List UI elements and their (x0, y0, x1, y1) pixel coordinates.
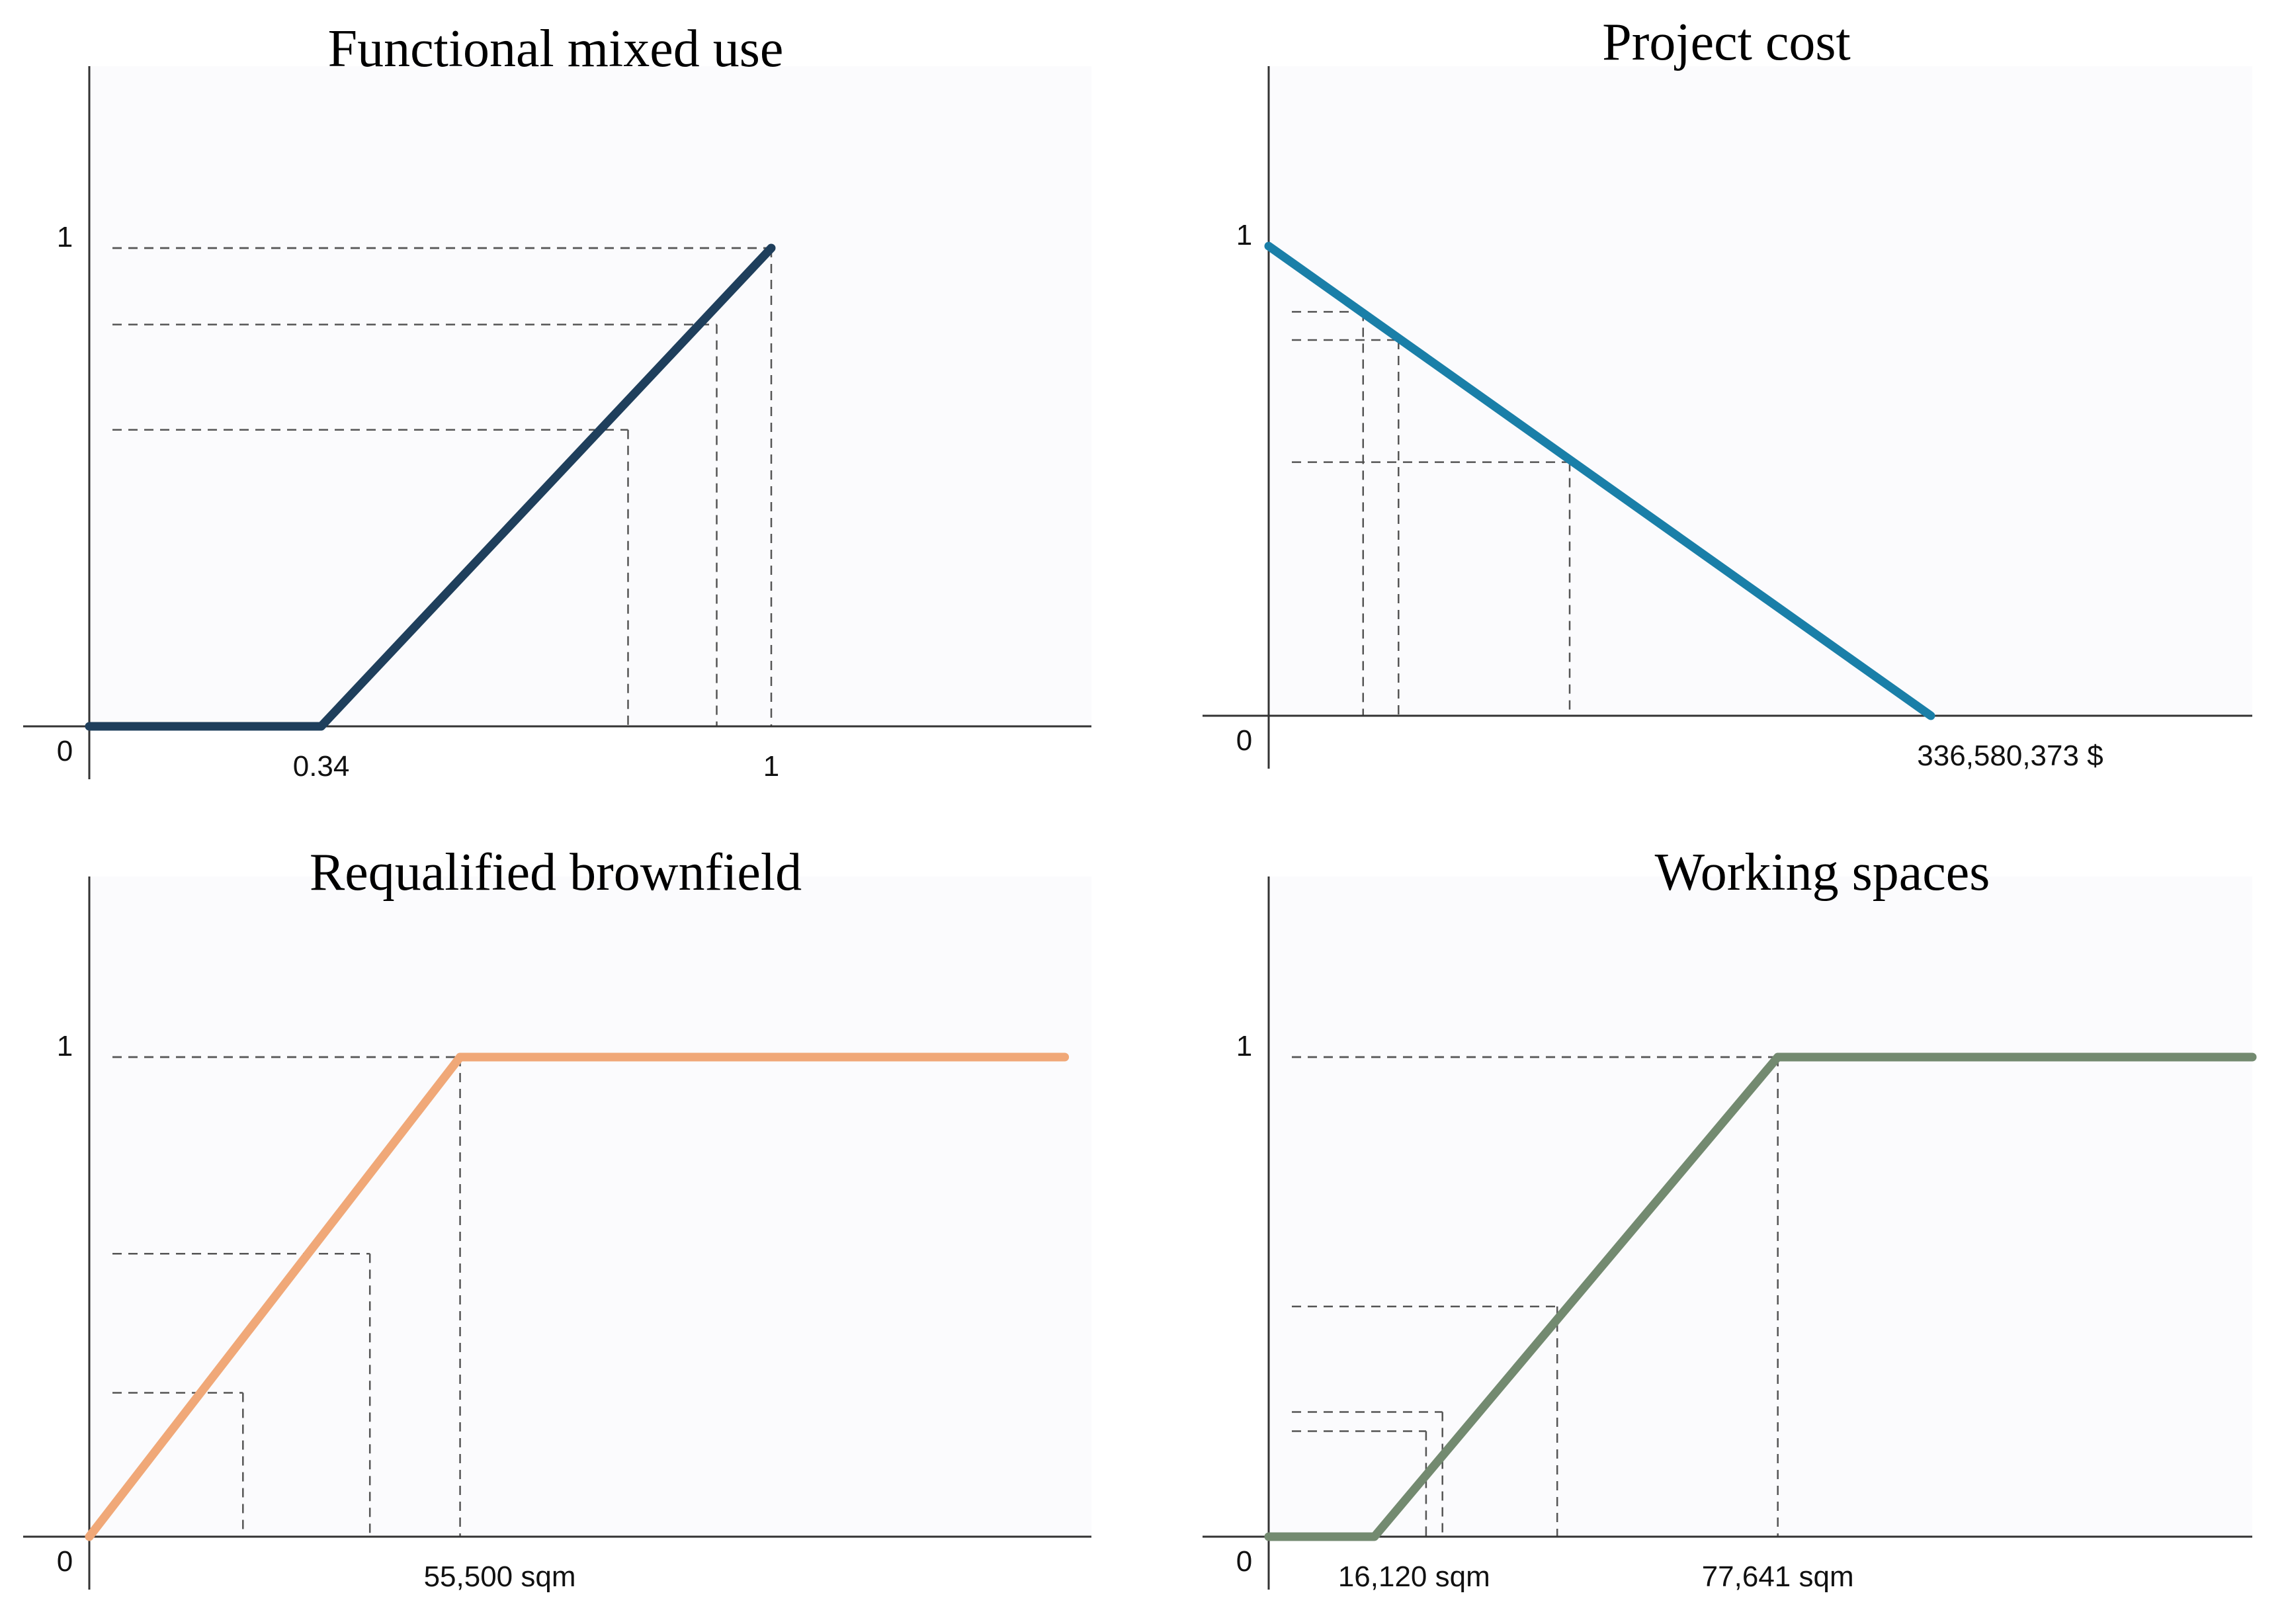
panel-requalified-brownfield: Requalified brownfield 0 1 55,500 sqm (23, 843, 1091, 1593)
series-line (1264, 241, 1935, 720)
panel-working-spaces: Working spaces 0 1 16,120 sqm 77,641 sqm (1203, 843, 2257, 1593)
series-line (85, 1052, 1070, 1541)
x-tick-label: 16,120 sqm (1338, 1560, 1490, 1593)
chart-title: Requalified brownfield (310, 843, 802, 902)
chart-title: Functional mixed use (328, 20, 784, 78)
plot-area (1269, 876, 2252, 1537)
y-tick-label: 1 (1236, 219, 1252, 251)
x-tick-label: 55,500 sqm (424, 1560, 576, 1593)
chart-title: Project cost (1602, 13, 1850, 71)
y-tick-label: 1 (57, 221, 73, 253)
plot-area (1269, 66, 2252, 716)
x-tick-label: 0.34 (293, 750, 350, 783)
origin-label: 0 (1236, 724, 1252, 757)
origin-label: 0 (57, 735, 73, 767)
series-line (1264, 1052, 2257, 1541)
origin-label: 0 (1236, 1545, 1252, 1578)
plot-area (89, 876, 1091, 1537)
panel-functional-mixed-use: Functional mixed use 0 1 0.34 1 (23, 20, 1091, 783)
x-tick-label: 1 (763, 750, 779, 783)
y-tick-label: 1 (57, 1030, 73, 1062)
panel-project-cost: Project cost 0 1 336,580,373 $ (1203, 13, 2252, 772)
chart-title: Working spaces (1655, 843, 1990, 902)
origin-label: 0 (57, 1545, 73, 1578)
x-tick-label: 336,580,373 $ (1917, 740, 2103, 772)
y-tick-label: 1 (1236, 1030, 1252, 1062)
series-line (85, 243, 776, 731)
plot-area (89, 66, 1091, 726)
x-tick-label: 77,641 sqm (1702, 1560, 1854, 1593)
